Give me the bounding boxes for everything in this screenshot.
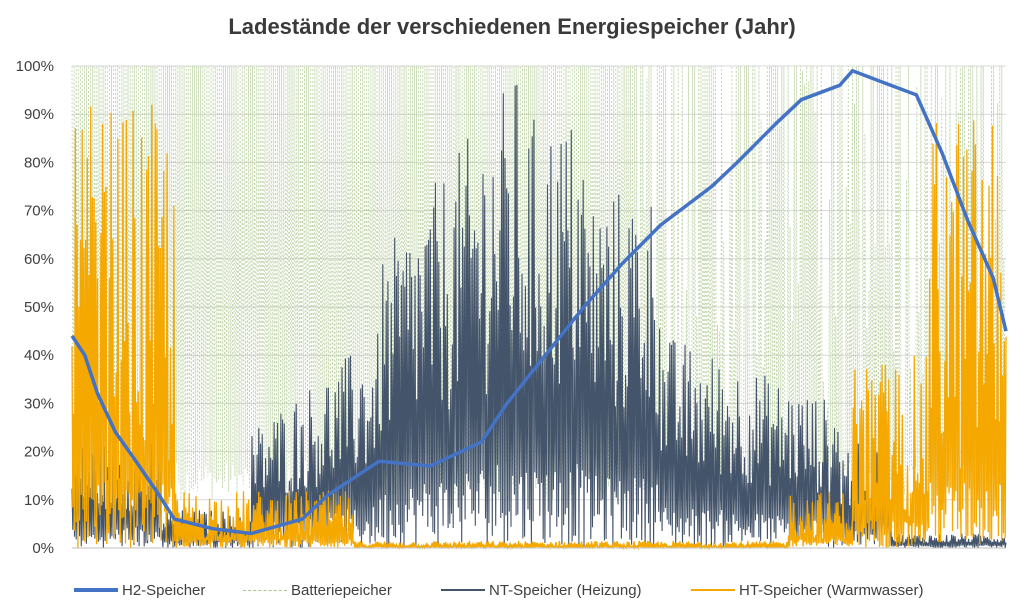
series-h2-line xyxy=(70,69,1008,536)
legend-swatch-h2 xyxy=(74,588,118,592)
legend-label-battery: Batteriepeicher xyxy=(291,581,392,599)
y-tick-labels: 0% 10% 20% 30% 40% 50% 60% 70% 80% 90% 100% xyxy=(16,58,54,557)
legend-item-battery: Batteriepeicher xyxy=(243,578,392,602)
h2-line xyxy=(70,69,1008,536)
y-tick-label: 70% xyxy=(24,203,54,220)
legend-item-h2: H2-Speicher xyxy=(74,578,205,602)
y-tick-label: 20% xyxy=(24,444,54,461)
legend-swatch-ht xyxy=(691,589,735,591)
series-ht-line xyxy=(71,104,1007,551)
y-tick-label: 90% xyxy=(24,106,54,123)
legend-swatch-nt xyxy=(441,589,485,591)
legend-item-ht: HT-Speicher (Warmwasser) xyxy=(691,578,923,602)
series-battery-line xyxy=(71,65,1007,500)
chart-plot: 0% 10% 20% 30% 40% 50% 60% 70% 80% 90% 100% xyxy=(16,58,1008,557)
y-tick-label: 80% xyxy=(24,154,54,171)
y-tick-label: 0% xyxy=(32,540,54,557)
y-tick-label: 50% xyxy=(24,299,54,316)
y-tick-label: 30% xyxy=(24,395,54,412)
y-tick-label: 10% xyxy=(24,492,54,509)
legend-swatch-battery xyxy=(243,589,287,591)
legend-label-h2: H2-Speicher xyxy=(122,581,206,599)
y-tick-label: 60% xyxy=(24,251,54,268)
chart-title: Ladestände der verschiedenen Energiespei… xyxy=(228,14,796,39)
legend-label-ht: HT-Speicher (Warmwasser) xyxy=(739,581,924,599)
legend-item-nt: NT-Speicher (Heizung) xyxy=(441,578,642,602)
y-tick-label: 40% xyxy=(24,347,54,364)
legend-label-nt: NT-Speicher (Heizung) xyxy=(489,581,642,599)
y-tick-label: 100% xyxy=(16,58,54,75)
ht-line xyxy=(71,104,1007,551)
battery-line xyxy=(71,65,1007,500)
legend: H2-Speicher Batteriepeicher NT-Speicher … xyxy=(0,578,1024,602)
